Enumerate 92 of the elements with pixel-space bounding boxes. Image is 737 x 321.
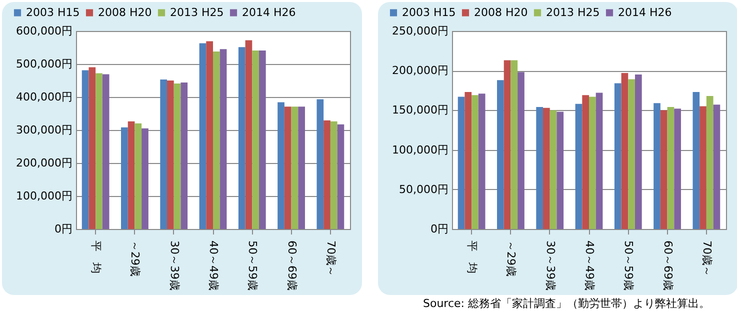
bar — [556, 112, 564, 229]
bar — [614, 83, 622, 229]
bar — [621, 72, 628, 229]
legend-label: 2014 H26 — [618, 6, 672, 19]
legend-label: 2013 H25 — [170, 6, 224, 19]
bar — [245, 40, 252, 229]
bar — [458, 96, 465, 229]
bar — [220, 49, 227, 229]
source-note: Source: 総務省「家計調査」（勤労世帯）より弊社算出。 — [423, 296, 710, 311]
bar — [536, 107, 544, 229]
bar — [596, 92, 603, 229]
bar — [700, 106, 706, 229]
bar — [160, 80, 168, 229]
bar — [337, 124, 344, 229]
y-tick-label: 100,000円 — [392, 143, 448, 156]
y-tick-label: 0円 — [430, 222, 448, 236]
bar — [284, 106, 292, 229]
y-tick-label: 50,000円 — [399, 182, 448, 196]
bar — [634, 74, 642, 229]
y-tick-label: 100,000円 — [16, 190, 72, 202]
bar — [543, 108, 550, 229]
bar — [692, 92, 700, 229]
x-tick-label: 50～59歳 — [622, 240, 636, 290]
bar — [660, 110, 668, 229]
y-tick-label: 300,000円 — [16, 124, 72, 136]
bar — [504, 60, 511, 229]
x-tick-label: 70歳～ — [324, 240, 338, 276]
bar — [199, 43, 206, 229]
x-tick-label: 60～69歳 — [661, 240, 674, 290]
bar — [510, 60, 518, 229]
y-tick-label: 0円 — [54, 222, 72, 236]
bar — [82, 70, 89, 229]
bar — [589, 96, 596, 229]
bar — [674, 108, 681, 229]
bar — [278, 102, 284, 229]
x-tick-label: 平 均 — [466, 240, 479, 274]
bar — [121, 127, 128, 229]
bar — [497, 80, 504, 229]
bar — [180, 82, 188, 229]
x-tick-label: 70歳～ — [700, 240, 714, 276]
legend-label: 2008 H20 — [474, 6, 528, 19]
bar — [706, 96, 714, 229]
bar — [654, 103, 660, 229]
bar — [324, 120, 330, 229]
legend-label: 2013 H25 — [546, 6, 600, 19]
bar — [206, 41, 213, 229]
y-tick-label: 400,000円 — [16, 90, 72, 104]
x-tick-label: 30～39歳 — [544, 240, 557, 290]
bar — [518, 72, 524, 229]
bar — [134, 123, 142, 229]
bar — [628, 79, 635, 229]
y-tick-label: 250,000円 — [392, 24, 448, 38]
bar — [316, 99, 324, 229]
legend-label: 2003 H15 — [26, 6, 80, 19]
bar — [330, 121, 338, 229]
bar — [102, 74, 110, 229]
legend-label: 2003 H15 — [402, 6, 456, 19]
bar — [582, 95, 589, 229]
bar — [667, 107, 674, 229]
bar — [298, 106, 305, 229]
bar — [291, 106, 298, 229]
y-tick-label: 600,000円 — [16, 24, 72, 38]
bar — [96, 73, 102, 229]
bar — [174, 83, 181, 229]
bar — [478, 94, 486, 229]
bar — [88, 67, 96, 229]
legend-label: 2008 H20 — [98, 6, 152, 19]
y-tick-label: 150,000円 — [392, 104, 448, 117]
y-tick-label: 500,000円 — [16, 58, 72, 70]
bar — [258, 50, 266, 229]
bar — [128, 121, 135, 229]
x-tick-label: ～29歳 — [128, 240, 142, 276]
y-tick-label: 200,000円 — [16, 156, 72, 170]
bar — [464, 92, 472, 229]
x-tick-label: 30～39歳 — [168, 240, 181, 290]
bar — [167, 80, 174, 229]
bar — [575, 104, 582, 229]
bar — [713, 104, 720, 229]
bar — [238, 47, 246, 229]
x-tick-label: 60～69歳 — [285, 240, 298, 290]
y-tick-label: 200,000円 — [392, 64, 448, 78]
bar — [142, 128, 148, 229]
bar — [550, 110, 557, 229]
bar — [472, 95, 478, 229]
legend-label: 2014 H26 — [242, 6, 296, 19]
bar — [252, 50, 259, 229]
x-tick-label: 40～49歳 — [583, 240, 596, 290]
bar — [213, 51, 220, 229]
x-tick-label: 50～59歳 — [246, 240, 260, 290]
x-tick-label: 平 均 — [90, 240, 103, 274]
x-tick-label: 40～49歳 — [207, 240, 220, 290]
x-tick-label: ～29歳 — [504, 240, 518, 276]
